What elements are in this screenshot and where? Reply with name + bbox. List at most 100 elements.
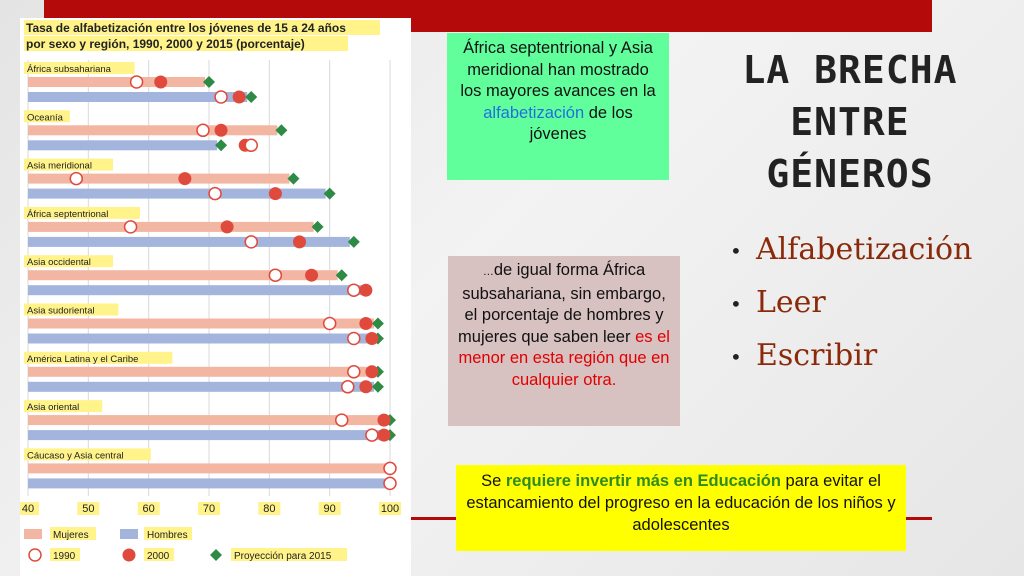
marker-1990 bbox=[129, 75, 144, 89]
callout-text: Se bbox=[481, 472, 506, 490]
bullet-item: • Alfabetización bbox=[730, 224, 972, 277]
divider-line-right bbox=[906, 517, 932, 520]
bar-women bbox=[28, 77, 205, 87]
legend-label: 2000 bbox=[147, 551, 170, 562]
bar-men bbox=[28, 92, 248, 102]
region-label-highlight bbox=[24, 448, 151, 461]
bar-men bbox=[28, 285, 362, 296]
bar-men bbox=[28, 430, 386, 441]
x-tick-label: 80 bbox=[263, 503, 275, 515]
x-tick-label: 50 bbox=[82, 503, 94, 515]
literacy-chart: Tasa de alfabetización entre los jóvenes… bbox=[20, 18, 411, 576]
marker-2000 bbox=[359, 283, 373, 297]
marker-1990 bbox=[69, 171, 84, 186]
bar-men bbox=[28, 140, 218, 151]
bar-men bbox=[28, 333, 374, 344]
bullet-item: • Leer bbox=[730, 277, 972, 330]
region-label: África subsahariana bbox=[27, 64, 112, 75]
region-label: América Latina y el Caribe bbox=[27, 354, 138, 365]
marker-2000 bbox=[377, 428, 391, 442]
marker-1990 bbox=[244, 235, 258, 249]
bullet-label: Alfabetización bbox=[756, 232, 973, 267]
marker-2000 bbox=[359, 317, 373, 330]
region-label-highlight bbox=[24, 158, 113, 171]
slide-title: LA BRECHA ENTRE GÉNEROS bbox=[742, 48, 958, 196]
tick-label-highlight bbox=[379, 502, 401, 515]
bullet-label: Leer bbox=[756, 285, 826, 320]
tick-label-highlight bbox=[198, 502, 220, 515]
region-label-highlight bbox=[24, 400, 103, 413]
bar-women bbox=[28, 173, 290, 184]
region-label-highlight bbox=[24, 110, 70, 123]
tick-label-highlight bbox=[318, 502, 341, 515]
marker-1990 bbox=[214, 90, 228, 104]
bullet-dot-icon: • bbox=[730, 292, 742, 316]
bar-men bbox=[28, 381, 374, 392]
region-label-highlight bbox=[24, 206, 140, 219]
callout-subsaharan: …de igual forma África subsahariana, sin… bbox=[448, 256, 680, 426]
marker-1990 bbox=[244, 138, 258, 153]
bar-women bbox=[28, 318, 374, 329]
marker-projection-2015 bbox=[215, 139, 228, 152]
bullet-item: • Escribir bbox=[730, 330, 972, 383]
bar-men bbox=[28, 188, 326, 199]
marker-2000 bbox=[154, 75, 168, 89]
region-label: Asia meridional bbox=[27, 161, 92, 172]
region-label-highlight bbox=[24, 255, 113, 268]
legend-label: Proyección para 2015 bbox=[234, 551, 332, 562]
bar-women bbox=[28, 125, 278, 136]
bar-women bbox=[28, 221, 314, 232]
marker-2000 bbox=[365, 332, 379, 345]
marker-1990 bbox=[196, 123, 210, 138]
chart-title-highlight bbox=[24, 20, 380, 35]
x-tick-label: 70 bbox=[203, 503, 215, 515]
marker-1990 bbox=[268, 268, 283, 282]
marker-2000 bbox=[232, 90, 246, 104]
marker-1990 bbox=[365, 428, 379, 442]
chart-title-line: por sexo y región, 1990, 2000 y 2015 (po… bbox=[26, 37, 305, 51]
marker-projection-2015 bbox=[335, 269, 348, 282]
legend-label: Mujeres bbox=[53, 530, 89, 541]
region-label-highlight bbox=[24, 62, 135, 74]
marker-2000 bbox=[305, 268, 319, 282]
tick-label-highlight bbox=[258, 502, 281, 515]
marker-projection-2015 bbox=[347, 235, 360, 248]
literacy-link[interactable]: alfabetización bbox=[483, 103, 585, 122]
bar-men bbox=[28, 236, 350, 247]
legend-label-highlight bbox=[144, 527, 192, 540]
bullet-label: Escribir bbox=[756, 338, 878, 373]
tick-label-highlight bbox=[20, 502, 39, 515]
marker-1990 bbox=[347, 365, 361, 379]
marker-1990 bbox=[341, 380, 355, 394]
legend-label-highlight bbox=[144, 548, 174, 561]
marker-1990 bbox=[383, 476, 397, 491]
region-label: Oceanía bbox=[27, 112, 64, 123]
x-tick-label: 100 bbox=[381, 503, 399, 515]
chart-title-line: Tasa de alfabetización entre los jóvenes… bbox=[26, 21, 346, 35]
region-label-highlight bbox=[24, 303, 119, 316]
marker-2000 bbox=[268, 187, 282, 201]
x-tick-label: 60 bbox=[143, 503, 155, 515]
marker-1990 bbox=[383, 461, 397, 476]
legend-label: 1990 bbox=[53, 551, 76, 562]
marker-2000 bbox=[293, 235, 306, 249]
legend-label-highlight bbox=[50, 527, 96, 540]
bar-women bbox=[28, 366, 374, 377]
marker-projection-2015 bbox=[323, 187, 336, 200]
region-label: Asia occidental bbox=[27, 257, 91, 268]
marker-2000 bbox=[220, 220, 234, 234]
region-label: Asia sudoriental bbox=[27, 306, 95, 317]
tick-label-highlight bbox=[137, 502, 160, 515]
chart-canvas: Tasa de alfabetización entre los jóvenes… bbox=[20, 20, 401, 562]
marker-projection-2015 bbox=[371, 380, 384, 393]
legend-marker-2000 bbox=[122, 548, 136, 562]
ellipsis: … bbox=[482, 266, 494, 278]
legend-swatch-women bbox=[24, 529, 42, 539]
callout-text-end: de los jóvenes bbox=[529, 103, 633, 144]
bar-men bbox=[28, 478, 386, 489]
bullet-list: • Alfabetización • Leer • Escribir bbox=[730, 224, 972, 383]
bar-women bbox=[28, 415, 386, 426]
marker-2000 bbox=[178, 172, 192, 186]
legend-label-highlight bbox=[231, 548, 347, 561]
legend-label-highlight bbox=[50, 548, 80, 561]
